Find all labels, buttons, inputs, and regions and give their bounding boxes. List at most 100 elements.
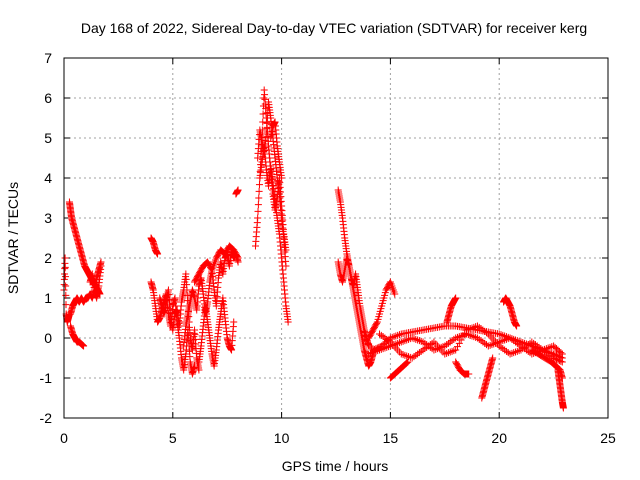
- data-point: [510, 349, 518, 357]
- data-point: [541, 345, 549, 353]
- data-point: [481, 327, 489, 335]
- data-point: [259, 110, 267, 118]
- data-point: [453, 343, 461, 351]
- y-tick-label: 6: [44, 90, 52, 106]
- data-point: [402, 359, 410, 367]
- data-point: [421, 345, 429, 353]
- data-point: [404, 358, 412, 366]
- data-point: [488, 341, 496, 349]
- data-point: [506, 350, 514, 358]
- data-point: [254, 214, 262, 222]
- data-point: [399, 337, 407, 345]
- data-point: [455, 339, 463, 347]
- data-point: [477, 337, 485, 345]
- data-point: [377, 331, 385, 339]
- data-point: [234, 254, 242, 262]
- data-point: [255, 194, 263, 202]
- data-point: [414, 336, 422, 344]
- data-point: [521, 343, 529, 351]
- data-point: [555, 357, 563, 365]
- data-point: [504, 335, 512, 343]
- data-point: [233, 253, 241, 261]
- data-point: [381, 334, 389, 342]
- data-point: [403, 336, 411, 344]
- data-point: [473, 334, 481, 342]
- data-point: [417, 337, 425, 345]
- data-point: [373, 319, 381, 327]
- data-point: [419, 346, 427, 354]
- data-point: [394, 339, 402, 347]
- data-point: [446, 338, 454, 346]
- data-point: [381, 344, 389, 352]
- data-point: [284, 318, 292, 326]
- data-point: [444, 349, 452, 357]
- data-point: [553, 355, 561, 363]
- data-point: [441, 350, 449, 358]
- data-point: [470, 333, 478, 341]
- data-point: [550, 354, 558, 362]
- data-point: [80, 342, 88, 350]
- data-point: [557, 357, 565, 365]
- x-tick-label: 5: [169, 430, 177, 446]
- data-point: [522, 342, 530, 350]
- data-point: [513, 339, 521, 347]
- data-point: [452, 334, 460, 342]
- data-point: [278, 174, 286, 182]
- data-point: [423, 343, 431, 351]
- data-point: [524, 341, 532, 349]
- data-point: [412, 351, 420, 359]
- data-point: [551, 355, 559, 363]
- data-point: [466, 331, 474, 339]
- y-tick-label: 5: [44, 130, 52, 146]
- data-point: [535, 343, 543, 351]
- data-point: [479, 326, 487, 334]
- data-point: [443, 341, 451, 349]
- data-point: [366, 349, 374, 357]
- y-tick-label: -2: [40, 410, 53, 426]
- y-tick-label: 4: [44, 170, 52, 186]
- data-point: [463, 326, 471, 334]
- data-point: [385, 337, 393, 345]
- data-point: [472, 323, 480, 331]
- data-point: [450, 335, 458, 343]
- data-point: [62, 291, 70, 299]
- y-tick-label: 2: [44, 250, 52, 266]
- y-tick-label: 0: [44, 330, 52, 346]
- data-point: [546, 351, 554, 359]
- data-point: [554, 356, 562, 364]
- data-point: [195, 366, 203, 374]
- data-point: [415, 337, 423, 345]
- data-point: [401, 351, 409, 359]
- data-point: [508, 335, 516, 343]
- data-point: [477, 325, 485, 333]
- data-point: [497, 331, 505, 339]
- data-point: [414, 350, 422, 358]
- data-point: [513, 347, 521, 355]
- data-point: [495, 330, 503, 338]
- data-point: [544, 344, 552, 352]
- data-point: [448, 337, 456, 345]
- data-point: [558, 350, 566, 358]
- data-point: [558, 358, 566, 366]
- data-point: [542, 345, 550, 353]
- data-points: [60, 86, 567, 412]
- data-point: [513, 322, 521, 330]
- data-point: [481, 339, 489, 347]
- data-point: [450, 347, 458, 355]
- x-tick-label: 25: [600, 430, 616, 446]
- data-point: [365, 350, 373, 358]
- data-point: [372, 347, 380, 355]
- data-point: [519, 345, 527, 353]
- data-point: [528, 338, 536, 346]
- x-tick-label: 10: [274, 430, 290, 446]
- data-point: [383, 343, 391, 351]
- data-point: [441, 342, 449, 350]
- data-point: [61, 273, 69, 281]
- x-axis-label: GPS time / hours: [282, 458, 389, 474]
- data-point: [379, 345, 387, 353]
- data-point: [397, 338, 405, 346]
- data-point: [473, 322, 481, 330]
- data-point: [391, 290, 399, 298]
- data-point: [539, 346, 547, 354]
